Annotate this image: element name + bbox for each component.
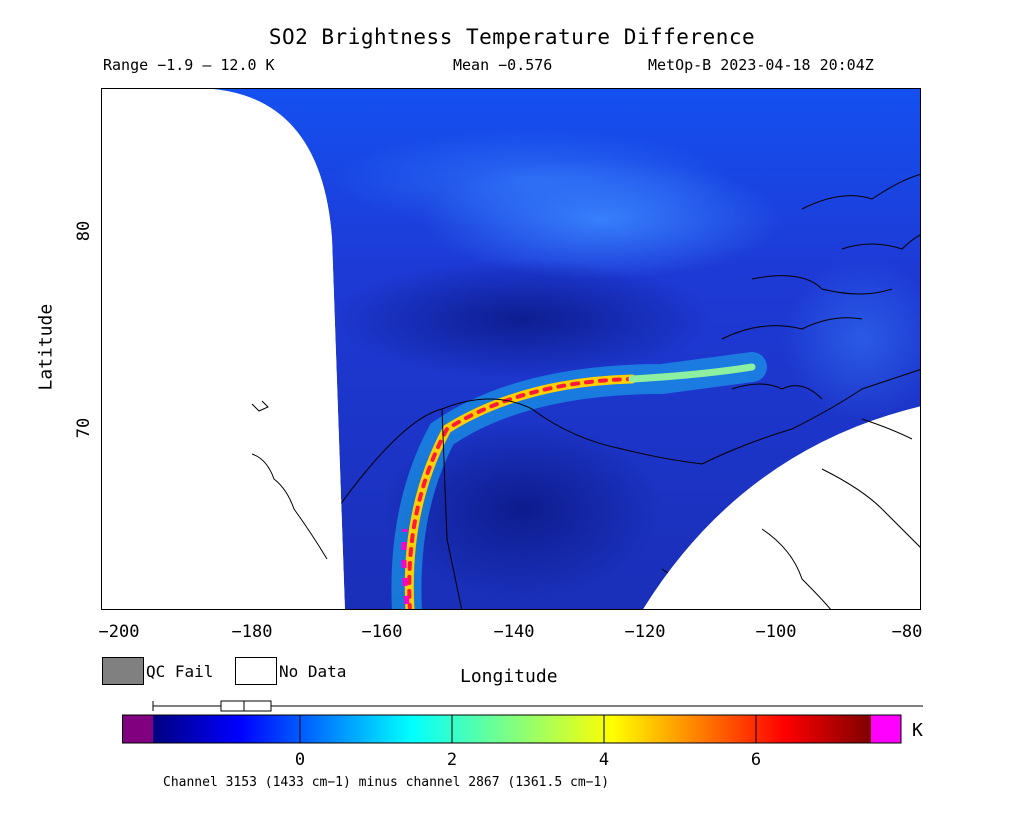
colorbar-gradient [153, 715, 871, 743]
channel-caption: Channel 3153 (1433 cm−1) minus channel 2… [163, 775, 610, 790]
so2-map [102, 89, 920, 609]
colorbar [122, 714, 902, 744]
colorbar-tick-label: 0 [294, 750, 306, 770]
no-data-region-west [102, 89, 345, 609]
distribution-boxplot [152, 700, 923, 712]
mean-label: Mean −0.576 [453, 56, 553, 74]
no-data-label: No Data [279, 662, 347, 681]
x-axis-title: Longitude [460, 666, 558, 687]
qc-fail-swatch [102, 657, 144, 685]
x-tick-label: −140 [493, 622, 535, 642]
chart-title: SO2 Brightness Temperature Difference [268, 25, 756, 49]
colorbar-tick-label: 2 [446, 750, 458, 770]
satellite-time-label: MetOp-B 2023-04-18 20:04Z [648, 56, 874, 74]
range-label: Range −1.9 – 12.0 K [103, 56, 275, 74]
colorbar-unit: K [912, 720, 923, 741]
colorbar-over-swatch [871, 715, 901, 743]
no-data-swatch [235, 657, 277, 685]
y-axis-title: Latitude [35, 303, 57, 391]
no-data-region-south [643, 406, 920, 609]
x-tick-label: −160 [361, 622, 403, 642]
y-tick-label: 70 [74, 417, 94, 439]
x-tick-label: −80 [891, 622, 923, 642]
qc-fail-label: QC Fail [146, 662, 214, 681]
x-tick-label: −100 [755, 622, 797, 642]
x-tick-label: −180 [231, 622, 273, 642]
colorbar-tick-label: 4 [598, 750, 610, 770]
x-tick-label: −120 [624, 622, 666, 642]
colorbar-under-swatch [122, 715, 153, 743]
colorbar-tick-label: 6 [750, 750, 762, 770]
x-tick-label: −200 [98, 622, 140, 642]
map-plot-area [101, 88, 921, 610]
y-tick-label: 80 [74, 220, 94, 242]
